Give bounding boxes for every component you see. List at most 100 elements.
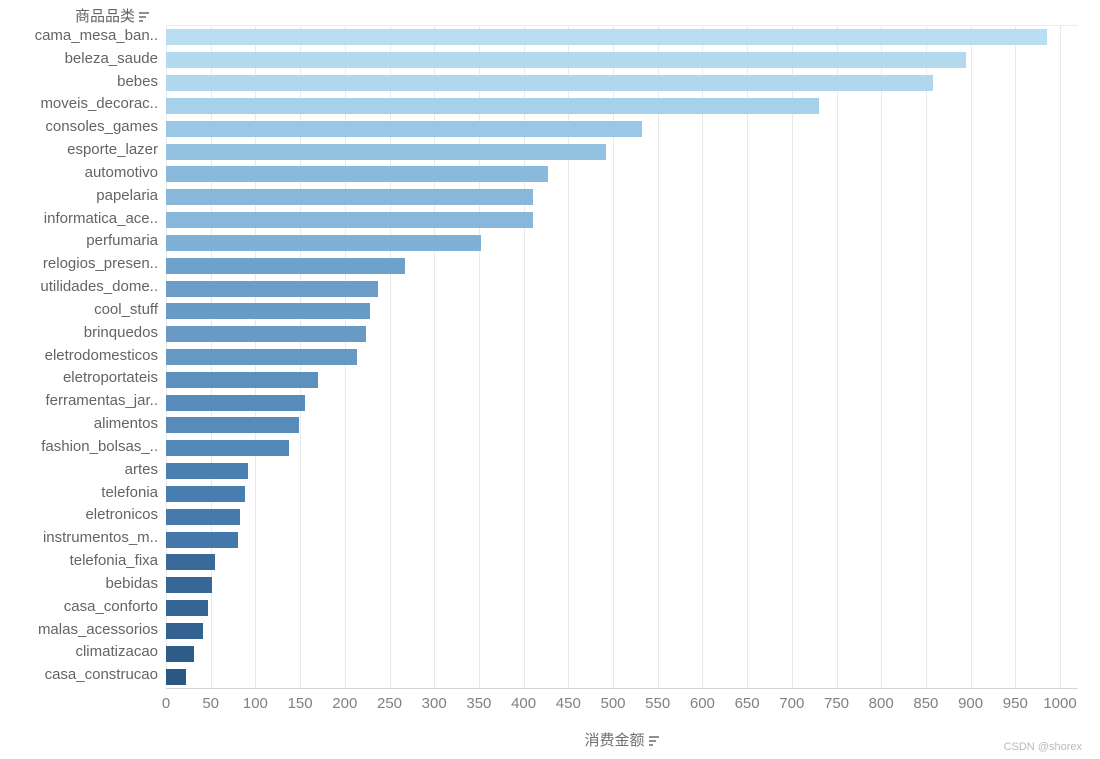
category-label[interactable]: eletrodomesticos [44, 346, 158, 364]
gridline [1060, 26, 1061, 688]
value-axis: 0 50 100 150 200 250 300 350 400 450 500 550 600 650 7… [162, 695, 1078, 715]
gridline [389, 26, 391, 688]
bar[interactable] [166, 417, 300, 434]
category-label[interactable]: utilidades_dome.. [40, 278, 158, 296]
bar[interactable] [166, 600, 209, 617]
x-tick-label: 750 [823, 695, 850, 712]
x-tick-label: 850 [913, 695, 939, 712]
bar[interactable] [166, 234, 481, 251]
gridline [702, 26, 704, 688]
category-label[interactable]: eletroportateis [62, 369, 158, 387]
category-label[interactable]: bebes [117, 72, 158, 90]
bar[interactable] [166, 645, 194, 662]
value-axis-title[interactable]: 消费金额 [166, 731, 1078, 751]
value-axis-title-text: 消费金额 [584, 732, 645, 749]
category-label[interactable]: consoles_games [45, 118, 158, 136]
bar[interactable] [166, 29, 1047, 46]
x-tick-label: 300 [421, 695, 447, 712]
x-tick-label: 350 [466, 695, 492, 712]
gridline [568, 26, 570, 688]
category-label[interactable]: alimentos [93, 415, 158, 433]
category-label[interactable]: casa_conforto [63, 597, 158, 615]
category-label[interactable]: casa_construcao [44, 666, 158, 684]
category-label[interactable]: informatica_ace.. [43, 209, 158, 227]
x-tick-label: 450 [555, 695, 581, 712]
gridline [523, 26, 525, 688]
gridline [478, 26, 480, 688]
bar[interactable] [166, 577, 212, 594]
x-tick-label: 0 [161, 695, 171, 712]
bar[interactable] [166, 303, 370, 320]
category-label[interactable]: cool_stuff [94, 300, 158, 318]
category-label[interactable]: telefonia [101, 483, 158, 501]
bar[interactable] [166, 440, 290, 457]
x-tick-label: 700 [779, 695, 805, 712]
category-label[interactable]: eletronicos [85, 506, 158, 524]
category-label[interactable]: beleza_saude [64, 49, 158, 67]
category-label[interactable]: fashion_bolsas_.. [41, 437, 158, 455]
category-label[interactable]: esporte_lazer [67, 141, 158, 159]
category-label[interactable]: malas_acessorios [37, 620, 158, 638]
bar[interactable] [166, 280, 378, 297]
gridline [1015, 26, 1017, 688]
x-tick-label: 400 [511, 695, 537, 712]
x-tick-label: 500 [600, 695, 626, 712]
bar[interactable] [166, 166, 548, 183]
bar[interactable] [166, 394, 305, 411]
gridline [836, 26, 838, 688]
gridline [791, 26, 793, 688]
gridline [434, 26, 436, 688]
category-label[interactable]: ferramentas_jar.. [45, 392, 158, 410]
bar[interactable] [166, 349, 358, 365]
bar[interactable] [166, 52, 967, 69]
x-tick-label: 550 [645, 695, 671, 712]
gridline [657, 26, 659, 688]
category-label[interactable]: climatizacao [75, 643, 158, 661]
bar[interactable] [166, 75, 934, 92]
bar[interactable] [166, 554, 216, 571]
bar[interactable] [166, 531, 238, 548]
bar[interactable] [166, 212, 533, 229]
category-field-text: 商品品类 [74, 8, 135, 26]
bar[interactable] [166, 143, 606, 160]
category-label[interactable]: brinquedos [83, 323, 158, 341]
x-tick-label: 100 [242, 695, 268, 712]
category-label[interactable]: artes [124, 460, 158, 478]
x-tick-label: 600 [689, 695, 715, 712]
category-label[interactable]: relogios_presen.. [42, 255, 158, 273]
plot-area [166, 25, 1078, 689]
category-label[interactable]: bebidas [105, 574, 158, 592]
sort-descending-icon[interactable] [139, 12, 150, 23]
x-tick-label: 800 [868, 695, 894, 712]
category-label[interactable]: instrumentos_m.. [42, 529, 158, 547]
x-tick-label: 200 [332, 695, 358, 712]
category-label[interactable]: moveis_decorac.. [40, 95, 158, 113]
bar[interactable] [166, 622, 203, 639]
category-label[interactable]: papelaria [96, 186, 158, 204]
bar[interactable] [166, 189, 534, 206]
bar[interactable] [166, 508, 241, 525]
x-tick-label: 650 [734, 695, 760, 712]
bar[interactable] [166, 97, 819, 114]
gridline [747, 26, 749, 688]
sort-descending-icon[interactable] [648, 736, 660, 747]
x-tick-label: 250 [376, 695, 403, 712]
category-label[interactable]: perfumaria [86, 232, 158, 250]
x-tick-label: 950 [1002, 695, 1028, 712]
bar[interactable] [166, 463, 249, 480]
category-label[interactable]: automotivo [84, 163, 158, 181]
category-field-label[interactable]: 商品品类 [0, 7, 150, 27]
category-label[interactable]: telefonia_fixa [69, 552, 158, 570]
x-tick-label: 50 [202, 695, 220, 712]
bar[interactable] [166, 371, 318, 388]
bar[interactable] [166, 326, 367, 343]
gridline [925, 26, 927, 688]
bar[interactable] [166, 257, 405, 274]
bar[interactable] [166, 485, 245, 502]
bar[interactable] [166, 120, 642, 137]
bar[interactable] [166, 668, 186, 685]
category-label[interactable]: cama_mesa_ban.. [34, 27, 158, 44]
x-tick-label: 900 [958, 695, 984, 712]
x-tick-label: 1000 [1043, 695, 1077, 712]
